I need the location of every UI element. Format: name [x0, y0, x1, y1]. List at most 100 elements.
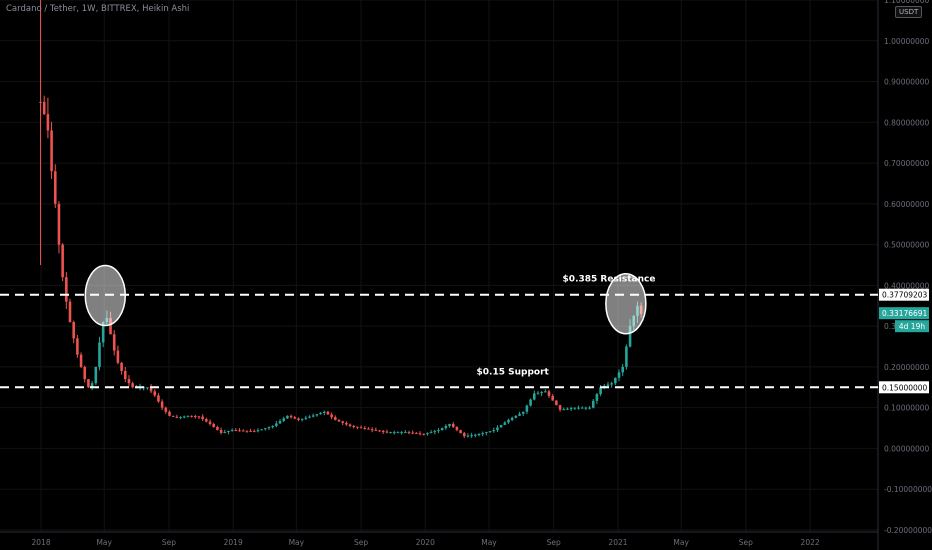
last-price-background	[879, 307, 929, 320]
y-tick-label: -0.10000000	[884, 485, 932, 494]
candle-body	[488, 431, 492, 433]
candle-body	[407, 432, 411, 434]
candle-body	[46, 114, 50, 131]
y-tick-label: 0.70000000	[884, 159, 930, 168]
candle-body	[308, 416, 311, 418]
candle-body	[580, 407, 584, 409]
candle-body	[367, 428, 370, 430]
candle-body	[311, 415, 315, 417]
candle-body	[389, 432, 392, 434]
candle-body	[238, 430, 241, 432]
x-tick-label: May	[96, 538, 112, 547]
candle-body	[319, 412, 322, 415]
candle-body	[577, 407, 580, 409]
candle-body	[109, 317, 112, 335]
candle-body	[385, 431, 389, 433]
candle-body	[341, 421, 344, 423]
candle-body	[481, 433, 484, 435]
candle-body	[566, 408, 569, 410]
candle-body	[230, 430, 234, 432]
candle-body	[492, 430, 496, 432]
candle-body	[544, 391, 547, 393]
candle-body	[426, 433, 429, 435]
candle-body	[444, 426, 448, 429]
candle-body	[348, 424, 352, 427]
candle-body	[503, 422, 507, 425]
candle-body	[345, 422, 348, 425]
candle-body	[223, 431, 227, 433]
candle-body	[227, 431, 230, 433]
candle-body	[529, 399, 532, 406]
candle-body	[392, 432, 396, 434]
chart-header-title: Cardano / Tether, 1W, BITTREX, Heikin As…	[6, 4, 190, 14]
candle-body	[614, 377, 617, 384]
price-tag-label: 0.37709203	[882, 291, 928, 300]
candle-body	[437, 430, 440, 432]
candle-body	[260, 429, 263, 431]
support-label: $0.15 Support	[477, 367, 550, 377]
candle-body	[315, 414, 319, 416]
y-tick-label: 0.00000000	[884, 444, 930, 453]
candle-body	[252, 431, 256, 433]
candle-body	[61, 244, 64, 278]
candle-body	[591, 400, 595, 408]
candle-body	[558, 405, 562, 410]
candle-body	[374, 429, 378, 431]
candle-body	[293, 417, 297, 419]
candle-body	[334, 417, 337, 420]
candle-body	[79, 354, 83, 367]
resistance-label: $0.385 Resistance	[563, 275, 656, 285]
candle-body	[149, 387, 153, 392]
candle-body	[50, 130, 53, 172]
candle-body	[551, 395, 554, 401]
candle-body	[212, 423, 215, 427]
candle-body	[68, 301, 72, 323]
candle-body	[499, 424, 503, 428]
candle-body	[278, 420, 282, 424]
candle-body	[83, 366, 87, 380]
y-tick-label: 0.40000000	[884, 281, 930, 290]
x-tick-label: 2021	[608, 538, 627, 547]
candle-body	[164, 407, 168, 412]
candle-body	[378, 430, 381, 432]
candle-body	[267, 427, 271, 429]
candle-body	[404, 432, 407, 434]
candle-body	[112, 334, 116, 351]
candle-body	[326, 411, 330, 415]
candle-body	[65, 277, 68, 302]
candle-body	[201, 416, 204, 420]
candle-body	[271, 426, 274, 428]
price-tag-label: 0.15000000	[882, 383, 928, 392]
candle-body	[322, 411, 326, 413]
candle-body	[477, 434, 481, 436]
x-tick-label: 2018	[32, 538, 51, 547]
candle-body	[241, 430, 245, 432]
currency-unit-badge[interactable]: USDT	[895, 6, 923, 18]
y-tick-label: 0.90000000	[884, 78, 930, 87]
candle-body	[518, 413, 521, 416]
candle-body	[182, 416, 186, 418]
candle-body	[282, 418, 286, 421]
highlight-circle	[84, 264, 127, 327]
candle-body	[418, 433, 422, 435]
candle-body	[628, 326, 632, 347]
candle-body	[304, 417, 308, 419]
candle-body	[496, 427, 499, 431]
candle-body	[249, 430, 252, 432]
candle-body	[584, 407, 588, 409]
x-tick-label: May	[673, 538, 689, 547]
candle-body	[440, 428, 444, 431]
y-tick-label: 0.80000000	[884, 118, 930, 127]
candle-body	[455, 427, 459, 431]
candle-body	[352, 426, 356, 428]
y-tick-label: 1.10000000	[884, 0, 930, 5]
candle-body	[264, 428, 267, 430]
candle-body	[606, 384, 610, 386]
candle-body	[599, 387, 602, 395]
candle-body	[466, 435, 470, 437]
candle-body	[87, 379, 90, 388]
candle-body	[190, 415, 193, 417]
candle-body	[57, 203, 61, 245]
x-tick-label: 2022	[801, 538, 820, 547]
candle-body	[120, 362, 123, 371]
